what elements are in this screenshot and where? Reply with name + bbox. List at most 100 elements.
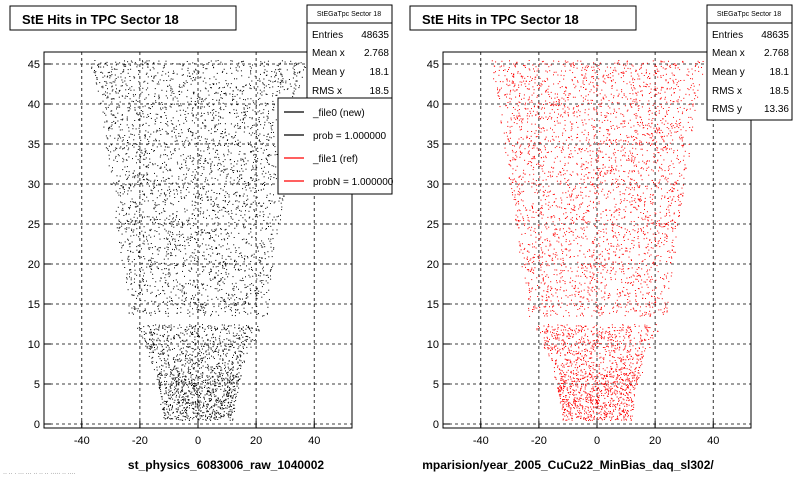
scatter-point: [272, 93, 273, 94]
scatter-point: [151, 301, 152, 302]
scatter-point: [189, 270, 190, 271]
scatter-point: [225, 123, 226, 124]
scatter-point: [221, 171, 222, 172]
scatter-point: [296, 64, 297, 65]
scatter-point: [186, 403, 187, 404]
scatter-point: [224, 307, 225, 308]
scatter-point: [104, 81, 105, 82]
scatter-point: [192, 120, 193, 121]
scatter-point: [217, 388, 218, 389]
scatter-point: [219, 244, 220, 245]
scatter-point: [225, 385, 226, 386]
scatter-point: [226, 135, 227, 136]
scatter-point: [255, 302, 256, 303]
scatter-point: [129, 276, 130, 277]
scatter-point: [254, 154, 255, 155]
scatter-point: [276, 95, 277, 96]
scatter-point: [196, 133, 197, 134]
scatter-point: [200, 188, 201, 189]
scatter-point: [216, 297, 217, 298]
scatter-point: [222, 131, 223, 132]
scatter-point: [153, 140, 154, 141]
scatter-point: [194, 188, 195, 189]
scatter-point: [158, 379, 159, 380]
scatter-point: [212, 367, 213, 368]
scatter-point: [176, 386, 177, 387]
scatter-point: [173, 98, 174, 99]
scatter-point: [170, 386, 171, 387]
scatter-point: [218, 218, 219, 219]
scatter-point: [155, 93, 156, 94]
scatter-point: [110, 151, 111, 152]
scatter-point: [231, 218, 232, 219]
scatter-point: [240, 252, 241, 253]
scatter-point: [191, 375, 192, 376]
scatter-point: [217, 299, 218, 300]
scatter-point: [196, 371, 197, 372]
scatter-point: [226, 143, 227, 144]
scatter-point: [210, 199, 211, 200]
scatter-point: [224, 299, 225, 300]
scatter-point: [134, 185, 135, 186]
scatter-point: [239, 151, 240, 152]
scatter-point: [287, 89, 288, 90]
scatter-point: [245, 85, 246, 86]
scatter-point: [241, 342, 242, 343]
scatter-point: [267, 207, 268, 208]
scatter-point: [632, 401, 633, 402]
y-tick-label: 0: [34, 419, 40, 431]
scatter-point: [139, 285, 140, 286]
scatter-point: [256, 289, 257, 290]
scatter-point: [562, 401, 563, 402]
scatter-point: [628, 397, 629, 398]
scatter-point: [143, 179, 144, 180]
scatter-point: [119, 105, 120, 106]
scatter-point: [279, 64, 280, 65]
scatter-point: [155, 281, 156, 282]
scatter-point: [197, 312, 198, 313]
scatter-point: [132, 201, 133, 202]
scatter-point: [606, 414, 607, 415]
scatter-point: [595, 399, 596, 400]
scatter-point: [193, 369, 194, 370]
scatter-point: [202, 407, 203, 408]
scatter-point: [163, 154, 164, 155]
scatter-point: [181, 413, 182, 414]
scatter-point: [230, 369, 231, 370]
scatter-point: [240, 174, 241, 175]
scatter-point: [182, 376, 183, 377]
scatter-point: [189, 358, 190, 359]
scatter-point: [231, 396, 232, 397]
scatter-point: [155, 219, 156, 220]
scatter-point: [182, 353, 183, 354]
scatter-point: [241, 292, 242, 293]
scatter-point: [123, 187, 124, 188]
scatter-point: [171, 255, 172, 256]
scatter-point: [200, 163, 201, 164]
scatter-point: [245, 183, 246, 184]
scatter-point: [205, 266, 206, 267]
scatter-point: [122, 72, 123, 73]
scatter-point: [268, 140, 269, 141]
scatter-point: [278, 78, 279, 79]
scatter-point: [264, 87, 265, 88]
scatter-point: [185, 331, 186, 332]
scatter-point: [202, 115, 203, 116]
scatter-point: [216, 413, 217, 414]
scatter-point: [210, 166, 211, 167]
scatter-point: [212, 350, 213, 351]
scatter-point: [138, 236, 139, 237]
scatter-point: [234, 266, 235, 267]
scatter-point: [153, 164, 154, 165]
scatter-point: [230, 159, 231, 160]
scatter-point: [131, 229, 132, 230]
scatter-point: [623, 399, 624, 400]
scatter-point: [116, 88, 117, 89]
scatter-point: [128, 207, 129, 208]
scatter-point: [134, 135, 135, 136]
scatter-point: [172, 176, 173, 177]
scatter-point: [183, 264, 184, 265]
scatter-point: [144, 63, 145, 64]
scatter-point: [214, 241, 215, 242]
scatter-point: [180, 349, 181, 350]
